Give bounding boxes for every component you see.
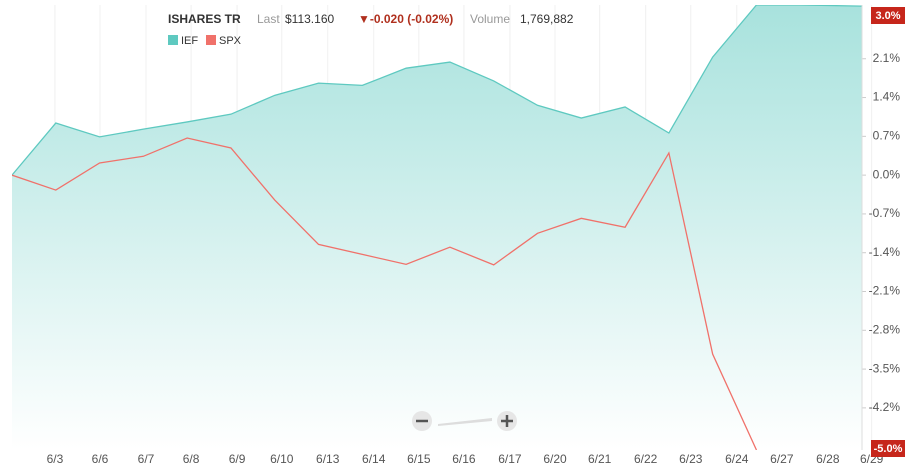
y-tick-label: 0.7% (873, 129, 901, 143)
line (12, 137, 758, 450)
y-tick-label: -2.1% (869, 284, 901, 298)
instrument-name: ISHARES TR (168, 12, 241, 26)
end-label: -5.0% (874, 443, 903, 455)
end-label: 3.0% (875, 10, 900, 22)
x-tick-label: 6/9 (229, 452, 246, 466)
x-tick-label: 6/28 (816, 452, 840, 466)
zoom-slider[interactable] (438, 418, 492, 426)
area (12, 5, 862, 450)
x-tick-label: 6/10 (270, 452, 294, 466)
end-label-box (871, 440, 905, 457)
line (12, 5, 862, 176)
volume-label: Volume (470, 12, 510, 26)
y-tick-label: -2.8% (869, 322, 901, 336)
x-tick-label: 6/27 (770, 452, 794, 466)
x-tick-label: 6/20 (543, 452, 567, 466)
legend-label: SPX (219, 35, 242, 47)
x-tick-label: 6/15 (407, 452, 431, 466)
x-tick-label: 6/24 (725, 452, 749, 466)
legend-swatch (168, 35, 178, 45)
legend-swatch (206, 35, 216, 45)
x-tick-label: 6/14 (362, 452, 386, 466)
y-tick-label: -1.4% (869, 245, 901, 259)
y-tick-label: -3.5% (869, 361, 901, 375)
y-tick-label: -4.2% (869, 400, 901, 414)
x-tick-label: 6/16 (452, 452, 476, 466)
plot (12, 5, 862, 450)
x-tick-label: 6/23 (679, 452, 703, 466)
zoom-control (412, 411, 517, 431)
x-tick-label: 6/22 (634, 452, 658, 466)
y-tick-label: 1.4% (873, 90, 901, 104)
volume: 1,769,882 (520, 12, 574, 26)
x-tick-label: 6/3 (47, 452, 64, 466)
end-label-box (871, 7, 905, 24)
x-tick-label: 6/13 (316, 452, 340, 466)
last-price: $113.160 (285, 12, 334, 26)
y-tick-label: 2.1% (873, 51, 901, 65)
legend-label: IEF (181, 35, 198, 47)
x-tick-label: 6/17 (498, 452, 522, 466)
x-tick-label: 6/7 (138, 452, 155, 466)
x-tick-label: 6/21 (588, 452, 612, 466)
last-label: Last (257, 12, 280, 26)
x-tick-label: 6/8 (183, 452, 200, 466)
y-tick-label: -0.7% (869, 206, 901, 220)
y-tick-label: 0.0% (873, 167, 901, 181)
x-tick-label: 6/6 (92, 452, 109, 466)
price-change: ▼-0.020 (-0.02%) (358, 12, 453, 26)
